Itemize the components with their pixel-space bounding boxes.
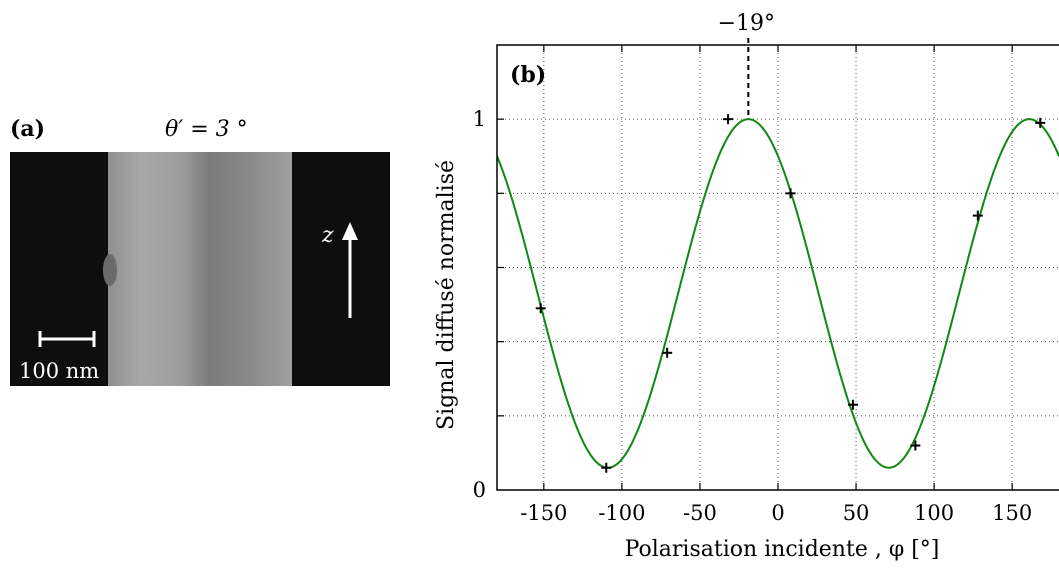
sem-image: 100 nm z: [10, 152, 390, 386]
annotation: −19°: [718, 11, 775, 120]
data-points: [535, 114, 1046, 473]
panel-b: −19° -150 -100 -50 0 50 100 150 01 (b) Polaris…: [434, 11, 1059, 562]
scale-bar-label: 100 nm: [19, 359, 99, 383]
x-tick-label: 150: [992, 501, 1032, 525]
y-tick-labels: 01: [473, 107, 486, 502]
y-tick-label: 0: [473, 478, 486, 502]
data-point: [601, 462, 612, 473]
data-point: [785, 188, 796, 199]
wire-defect: [103, 254, 117, 286]
x-tick-label: 0: [771, 501, 784, 525]
panel-a-label: (a): [10, 116, 45, 142]
panel-a-title: θ′ = 3 °: [165, 117, 248, 142]
data-point: [535, 303, 546, 314]
z-arrow-head-icon: [342, 222, 358, 240]
x-tick-label: 100: [914, 501, 954, 525]
y-tick-label: 1: [473, 107, 486, 131]
x-tick-label: -150: [520, 501, 567, 525]
panel-b-label: (b): [510, 62, 546, 88]
data-point: [723, 114, 734, 125]
data-point: [910, 440, 921, 451]
data-point: [1035, 117, 1046, 128]
fit-curve: [497, 118, 1059, 469]
data-point: [847, 399, 858, 410]
x-tick-labels: -150 -100 -50 0 50 100 150: [520, 501, 1032, 525]
x-axis-label: Polarisation incidente , φ [°]: [625, 537, 940, 562]
z-axis-symbol: z: [321, 223, 334, 248]
x-tick-label: 50: [843, 501, 870, 525]
data-point: [662, 347, 673, 358]
x-tick-label: -100: [598, 501, 645, 525]
y-axis-label: Signal diffusé normalisé: [434, 160, 459, 430]
plot-area: [497, 114, 1059, 473]
grid: [497, 45, 1059, 490]
x-tick-label: -50: [683, 501, 717, 525]
nanowire: [108, 152, 292, 386]
panel-a: (a) θ′ = 3 ° 100 nm z: [10, 116, 390, 386]
tick-marks: [497, 45, 1013, 490]
data-point: [972, 210, 983, 221]
annotation-label: −19°: [718, 11, 775, 36]
